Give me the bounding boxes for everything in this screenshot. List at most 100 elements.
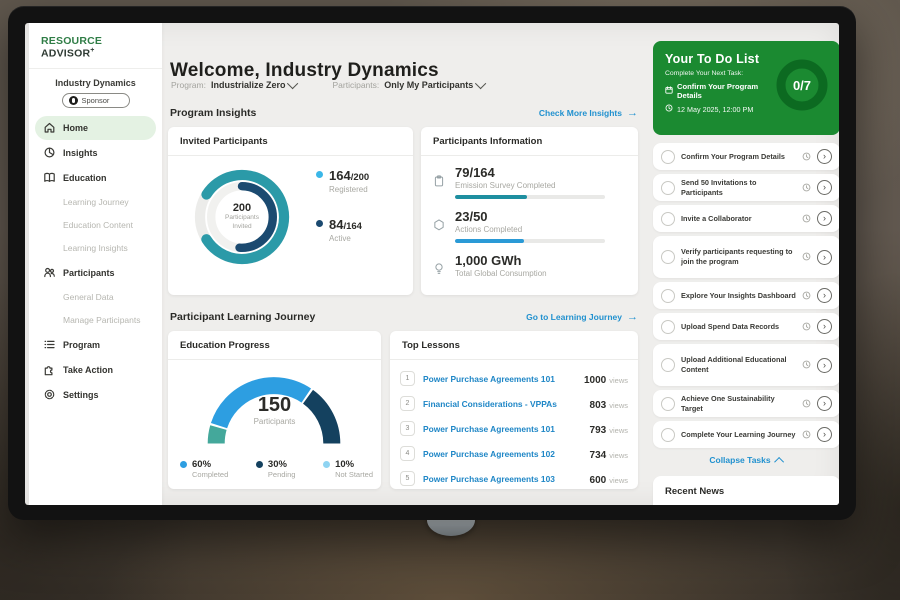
task-row-complete-learning-journey[interactable]: Complete Your Learning Journey › (653, 421, 839, 448)
lesson-row: 3 Power Purchase Agreements 101 793 views (400, 416, 628, 441)
collapse-tasks-link[interactable]: Collapse Tasks (653, 452, 839, 468)
task-checkbox[interactable] (661, 250, 675, 264)
program-icon (43, 338, 56, 351)
todo-task-list: Confirm Your Program Details › Send 50 I… (653, 143, 839, 468)
legend-dot (180, 461, 187, 468)
lesson-title-link[interactable]: Financial Considerations - VPPAs (423, 398, 557, 409)
sidebar-item-learning-journey[interactable]: Learning Journey (29, 191, 162, 214)
legend-label: Not Started (335, 470, 373, 480)
task-row-upload-spend-data[interactable]: Upload Spend Data Records › (653, 313, 839, 340)
legend-dot (316, 220, 323, 227)
lesson-title-link[interactable]: Power Purchase Agreements 102 (423, 448, 555, 459)
progress-bar (455, 194, 605, 199)
lesson-title-link[interactable]: Power Purchase Agreements 101 (423, 373, 555, 384)
check-more-insights-link[interactable]: Check More Insights → (538, 106, 638, 119)
sidebar-item-education-content[interactable]: Education Content (29, 214, 162, 237)
home-icon (43, 121, 56, 134)
task-row-confirm-program-details[interactable]: Confirm Your Program Details › (653, 143, 839, 170)
sidebar-item-manage-participants[interactable]: Manage Participants (29, 309, 162, 332)
task-checkbox[interactable] (661, 211, 675, 226)
sidebar-item-label: Learning Insights (63, 243, 128, 253)
sidebar-item-education[interactable]: Education (35, 166, 156, 190)
invited-total-label: Participants (225, 214, 259, 222)
task-row-upload-educational-content[interactable]: Upload Additional Educational Content › (653, 344, 839, 386)
participants-filter-dropdown[interactable]: Participants: Only My Participants (332, 77, 487, 90)
legend-label: Registered (329, 185, 368, 194)
invited-total: 200 (232, 202, 252, 215)
sidebar-item-learning-insights[interactable]: Learning Insights (29, 237, 162, 260)
task-checkbox[interactable] (661, 288, 675, 303)
chevron-right-icon[interactable]: › (817, 288, 832, 303)
link-label: Check More Insights (538, 108, 622, 118)
chevron-right-icon[interactable]: › (817, 180, 832, 195)
legend-label: Completed (192, 470, 229, 480)
program-filter-value: Industrialize Zero (210, 80, 286, 90)
legend-label: Pending (267, 470, 296, 480)
sidebar-item-program[interactable]: Program (35, 333, 156, 357)
task-row-send-invitations[interactable]: Send 50 Invitations to Participants › (653, 174, 839, 201)
participants-filter-label: Participants: (332, 80, 380, 90)
program-filter-dropdown[interactable]: Program: Industrialize Zero (171, 77, 299, 90)
participants-icon (43, 266, 56, 279)
chevron-right-icon[interactable]: › (817, 319, 832, 334)
task-checkbox[interactable] (661, 358, 675, 372)
go-to-learning-journey-link[interactable]: Go to Learning Journey → (526, 311, 638, 323)
registered-value: 164 (329, 168, 351, 183)
lesson-views: 600 (589, 474, 607, 486)
task-checkbox[interactable] (661, 149, 675, 164)
donut-center-label: 200 Participants Invited (186, 161, 298, 273)
task-checkbox[interactable] (661, 396, 675, 411)
chevron-right-icon[interactable]: › (817, 249, 832, 265)
task-label: Complete Your Learning Journey (681, 429, 796, 439)
chevron-right-icon[interactable]: › (817, 149, 832, 164)
lesson-title-link[interactable]: Power Purchase Agreements 103 (423, 473, 555, 484)
lesson-rank: 3 (400, 421, 415, 436)
lesson-rank: 1 (400, 371, 415, 386)
metric-label: Emission Survey Completed (455, 180, 556, 190)
progress-fill (455, 238, 524, 243)
lesson-views-suffix: views (609, 450, 628, 460)
sidebar-item-take-action[interactable]: Take Action (35, 358, 156, 382)
chevron-right-icon[interactable]: › (817, 396, 832, 411)
task-label: Send 50 Invitations to Participants (681, 177, 757, 197)
task-checkbox[interactable] (661, 427, 675, 442)
recent-news-card: Recent News (653, 476, 839, 505)
lesson-row: 2 Financial Considerations - VPPAs 803 vi… (400, 391, 628, 416)
sidebar-item-participants[interactable]: Participants (35, 261, 156, 285)
sidebar-item-settings[interactable]: Settings (35, 383, 156, 407)
lesson-row: 4 Power Purchase Agreements 102 734 views (400, 441, 628, 466)
task-row-explore-insights[interactable]: Explore Your Insights Dashboard › (653, 282, 839, 309)
settings-icon (43, 388, 56, 401)
chevron-right-icon[interactable]: › (817, 357, 832, 373)
chevron-right-icon[interactable]: › (817, 211, 832, 226)
progress-fill (455, 194, 527, 199)
education-progress-gauge-chart (189, 367, 359, 452)
lesson-title-link[interactable]: Power Purchase Agreements 101 (423, 423, 555, 434)
lesson-views-suffix: views (609, 475, 628, 485)
sidebar-item-home[interactable]: Home (35, 115, 156, 140)
lesson-views-suffix: views (609, 425, 628, 435)
lesson-rank: 2 (400, 396, 415, 411)
task-label: Confirm Your Program Details (681, 151, 785, 161)
task-row-verify-participants[interactable]: Verify participants requesting to join t… (653, 236, 839, 278)
active-value: 84 (329, 217, 344, 232)
sponsor-badge[interactable]: Sponsor (61, 92, 130, 108)
brand-primary: RESOURCE (41, 35, 103, 47)
participants-count-label: Participants (253, 417, 296, 426)
task-row-invite-collaborator[interactable]: Invite a Collaborator › (653, 205, 839, 232)
registered-total: /200 (350, 172, 370, 183)
sidebar-item-insights[interactable]: Insights (35, 141, 156, 165)
card-title: Education Progress (168, 331, 381, 360)
metric-value: 1,000 GWh (455, 252, 522, 268)
program-insights-header: Program Insights Check More Insights → (170, 107, 638, 119)
legend-label: Active (329, 234, 351, 243)
sidebar-item-label: Home (63, 122, 89, 133)
task-checkbox[interactable] (661, 319, 675, 334)
chevron-right-icon[interactable]: › (817, 427, 832, 442)
sidebar-item-general-data[interactable]: General Data (29, 286, 162, 309)
task-row-achieve-sustainability-target[interactable]: Achieve One Sustainability Target › (653, 390, 839, 417)
participants-information-card: Participants Information 79/164 Emission… (421, 127, 638, 295)
legend-item-completed: 60% Completed (180, 459, 228, 479)
arrow-right-icon: → (627, 106, 638, 119)
task-checkbox[interactable] (661, 180, 675, 195)
